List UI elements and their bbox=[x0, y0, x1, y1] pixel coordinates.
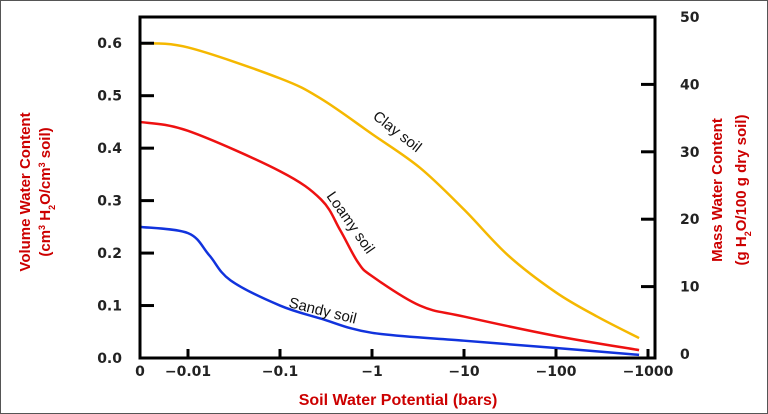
label-sandy-soil: Sandy soil bbox=[287, 294, 358, 327]
plot-area-border bbox=[138, 15, 657, 360]
y2-axis-units: (g H2O/100 g dry soil) bbox=[733, 115, 753, 266]
y2-tick-label: 30 bbox=[680, 145, 700, 161]
y-axis-title: Volume Water Content bbox=[17, 112, 34, 271]
series-line-clay-soil bbox=[139, 41, 640, 340]
series-line-loamy-soil bbox=[139, 120, 640, 352]
x-tick-label: 0 bbox=[135, 364, 145, 380]
y2-tick-label: 20 bbox=[680, 212, 700, 228]
x-tick-label: −100 bbox=[536, 364, 577, 380]
y2-tick-label: 0 bbox=[680, 347, 690, 363]
y2-tick-label: 40 bbox=[680, 77, 700, 93]
x-tick-label: −10 bbox=[448, 364, 479, 380]
y-tick-label: 0.3 bbox=[97, 194, 122, 210]
y-tick-label: 0.6 bbox=[97, 36, 122, 52]
label-clay-soil: Clay soil bbox=[370, 108, 425, 156]
y-tick-label: 0.2 bbox=[97, 246, 122, 262]
x-axis-title: Soil Water Potential (bars) bbox=[299, 392, 498, 409]
series-line-sandy-soil bbox=[139, 225, 640, 357]
x-tick-label: −0.01 bbox=[165, 364, 211, 380]
x-tick-label: −0.1 bbox=[262, 364, 299, 380]
x-tick-label: −1000 bbox=[623, 364, 674, 380]
y-axis-units: (cm3 H2O/cm3 soil) bbox=[37, 127, 57, 256]
y-tick-label: 0.4 bbox=[97, 141, 122, 157]
x-tick-label: −1 bbox=[361, 364, 382, 380]
y2-tick-label: 10 bbox=[680, 280, 700, 296]
y-tick-label: 0.0 bbox=[97, 351, 122, 367]
y2-tick-label: 50 bbox=[680, 10, 700, 26]
y-tick-label: 0.1 bbox=[97, 299, 122, 315]
y2-axis-title: Mass Water Content bbox=[709, 118, 726, 262]
y-tick-label: 0.5 bbox=[97, 89, 122, 105]
